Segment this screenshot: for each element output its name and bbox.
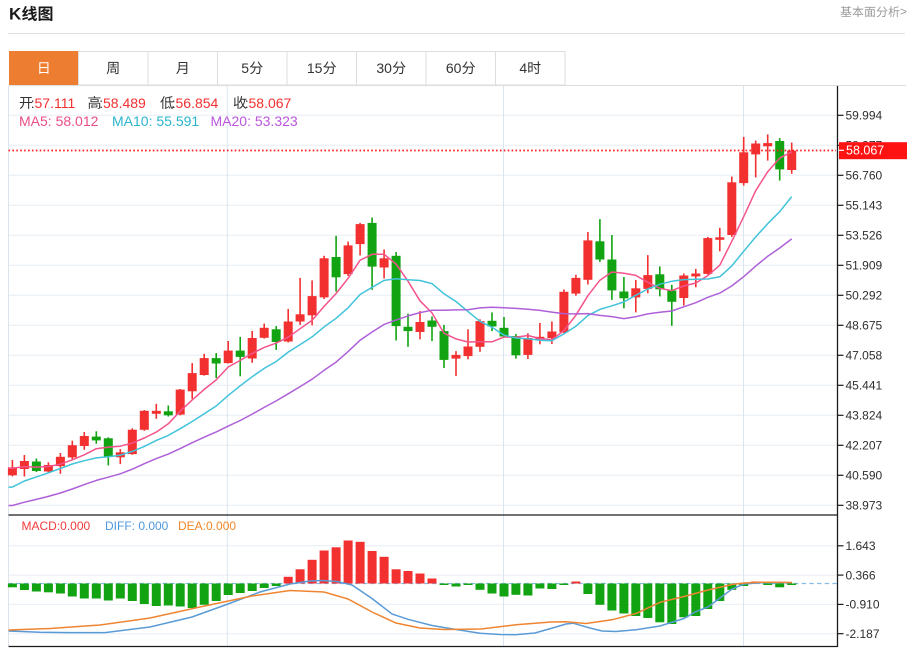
svg-text:1.643: 1.643 [846, 539, 876, 553]
svg-text:47.058: 47.058 [846, 349, 883, 363]
svg-text:15: 15 [307, 60, 323, 76]
svg-text:5: 5 [241, 60, 249, 76]
svg-text:-2.187: -2.187 [846, 627, 880, 641]
svg-text:MA20: 53.323: MA20: 53.323 [211, 113, 298, 129]
svg-text:51.909: 51.909 [846, 259, 883, 273]
svg-text:-0.910: -0.910 [846, 598, 880, 612]
svg-text:30: 30 [376, 60, 392, 76]
svg-text:48.675: 48.675 [846, 319, 883, 333]
svg-text:MA5: 58.012: MA5: 58.012 [19, 113, 99, 129]
svg-text:43.824: 43.824 [846, 409, 883, 423]
svg-text:59.994: 59.994 [846, 109, 883, 123]
svg-text:40.590: 40.590 [846, 469, 883, 483]
svg-text::: : [31, 95, 35, 111]
svg-text:DIFF: 0.000: DIFF: 0.000 [105, 519, 169, 533]
svg-text:>: > [900, 5, 907, 19]
svg-text:53.526: 53.526 [846, 229, 883, 243]
svg-text::: : [172, 95, 176, 111]
svg-text:56.854: 56.854 [176, 95, 219, 111]
svg-text:57.111: 57.111 [35, 95, 76, 111]
svg-text:MA10: 55.591: MA10: 55.591 [112, 113, 199, 129]
svg-text:DEA:0.000: DEA:0.000 [178, 519, 236, 533]
svg-text:58.489: 58.489 [103, 95, 146, 111]
svg-text:58.067: 58.067 [249, 95, 292, 111]
svg-text:K: K [9, 5, 22, 24]
svg-text:60: 60 [446, 60, 462, 76]
svg-text:MACD:0.000: MACD:0.000 [22, 519, 91, 533]
svg-text:4: 4 [519, 60, 527, 76]
svg-text:56.760: 56.760 [846, 169, 883, 183]
svg-text::: : [99, 95, 103, 111]
svg-text:58.067: 58.067 [846, 144, 884, 158]
svg-text:45.441: 45.441 [846, 379, 883, 393]
svg-text:38.973: 38.973 [846, 499, 883, 513]
svg-text::: : [245, 95, 249, 111]
svg-text:0.366: 0.366 [846, 568, 876, 582]
svg-text:50.292: 50.292 [846, 289, 883, 303]
svg-text:55.143: 55.143 [846, 199, 883, 213]
svg-text:42.207: 42.207 [846, 439, 883, 453]
